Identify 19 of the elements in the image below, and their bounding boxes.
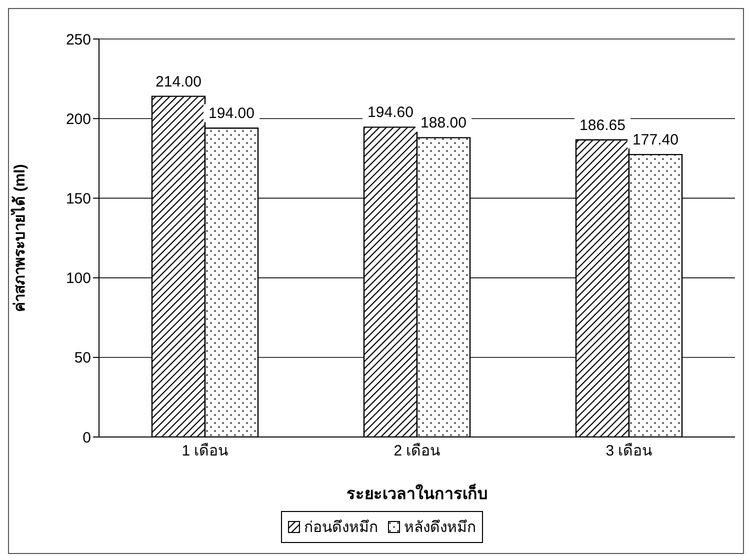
legend-label: ก่อนดึงหมึก: [303, 518, 378, 538]
y-tick-label: 250: [66, 31, 91, 48]
text: 194.60: [368, 104, 414, 122]
y-tick-label: 100: [66, 270, 91, 288]
legend-label: หลังดึงหมึก: [403, 518, 476, 538]
text: 188.00: [420, 114, 466, 132]
y-tick-label: 150: [66, 190, 91, 208]
x-tick-label: 1 เดือน: [182, 442, 228, 460]
y-tick-label: 200: [66, 110, 91, 128]
y-tick-label: 0: [82, 429, 91, 446]
text: 177.40: [632, 132, 678, 149]
x-tick-label: 2 เดือน: [394, 442, 440, 460]
y-tick-label: 50: [74, 350, 91, 367]
text: 194.00: [208, 105, 254, 122]
text: 214.00: [156, 73, 202, 90]
x-axis-title: ระยะเวลาในการเก็บ: [346, 482, 488, 503]
x-tick-label: 3 เดือน: [606, 442, 652, 460]
text: 186.65: [580, 116, 626, 134]
y-axis-title: ค่าสภาพระบายได้ (ml): [9, 164, 28, 312]
